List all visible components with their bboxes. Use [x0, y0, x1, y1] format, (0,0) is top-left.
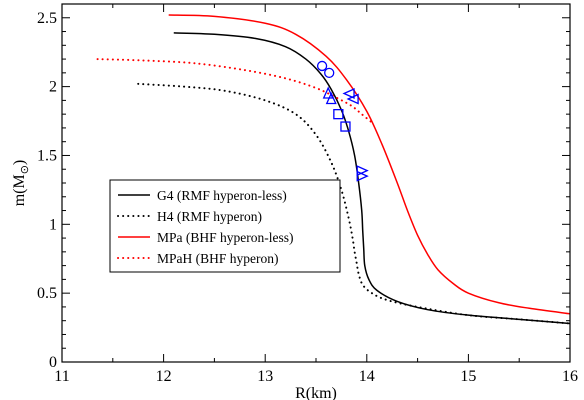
y-axis-label-close: ) — [11, 160, 28, 165]
series-line-0 — [173, 32, 570, 325]
x-tick-label: 13 — [257, 368, 273, 385]
series-line-3 — [96, 58, 373, 124]
y-axis-label: m(M⊙) — [11, 160, 31, 207]
y-tick-label: 1 — [49, 216, 57, 233]
y-tick-label: 1.5 — [37, 147, 57, 164]
legend-label-1: H4 (RMF hyperon) — [157, 209, 262, 224]
x-axis-label: R(km) — [295, 385, 337, 400]
y-tick-label: 2.5 — [37, 10, 57, 27]
y-axis-label-main: m(M — [11, 174, 28, 206]
y-tick-label: 2 — [49, 79, 57, 96]
marker-square-7 — [340, 121, 351, 132]
marker-triangle-up-3 — [325, 91, 337, 105]
marker-triangle-left-4 — [342, 87, 355, 100]
series-line-2 — [168, 14, 570, 315]
marker-circle-1 — [324, 67, 335, 78]
legend-label-0: G4 (RMF hyperon-less) — [157, 188, 287, 203]
svg-text:m(M⊙): m(M⊙) — [11, 160, 31, 207]
y-axis-label-sub: ⊙ — [19, 165, 31, 174]
marker-triangle-right-9 — [356, 170, 369, 182]
y-tick-label: 0 — [49, 354, 57, 371]
legend-label-2: MPa (BHF hyperon-less) — [157, 230, 294, 245]
marker-triangle-right-8 — [356, 165, 369, 177]
x-tick-label: 15 — [460, 368, 476, 385]
y-tick-label: 0.5 — [37, 285, 57, 302]
marker-triangle-up-2 — [322, 86, 334, 99]
x-tick-label: 14 — [359, 368, 375, 385]
marker-circle-0 — [316, 60, 328, 72]
marker-triangle-left-5 — [346, 93, 359, 105]
x-tick-label: 11 — [54, 368, 69, 385]
marker-square-6 — [333, 109, 344, 120]
x-tick-label: 12 — [156, 368, 172, 385]
legend-label-3: MPaH (BHF hyperon) — [157, 251, 279, 266]
legend: G4 (RMF hyperon-less) H4 (RMF hyperon) MPa… — [109, 179, 341, 273]
x-tick-label: 16 — [562, 368, 578, 385]
